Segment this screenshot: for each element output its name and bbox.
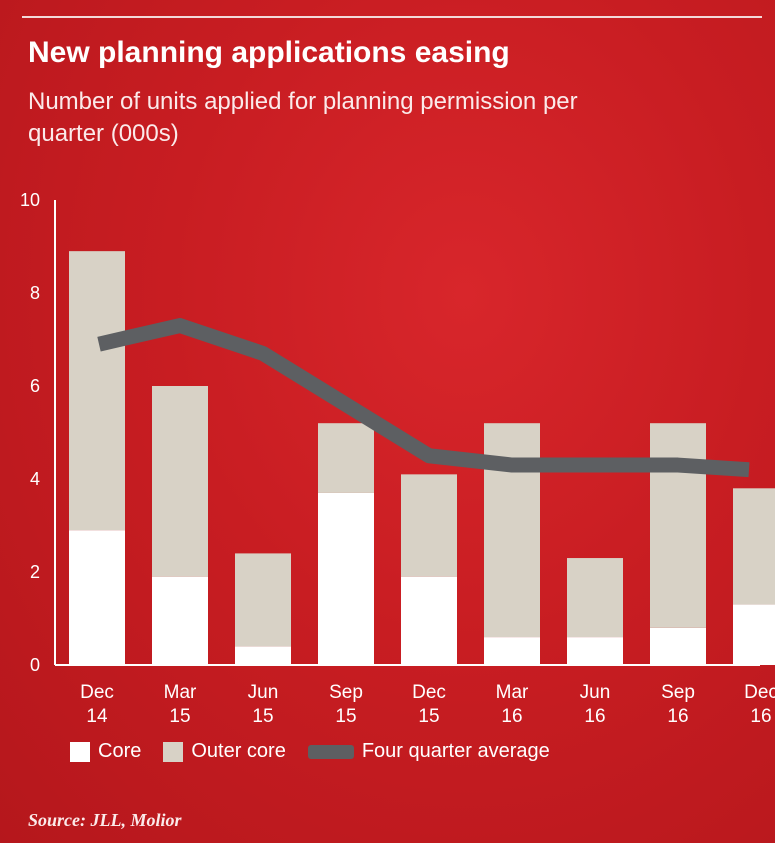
bar-core-1 — [152, 576, 208, 665]
x-tick-label-0-line2: 14 — [86, 706, 108, 727]
source-note: Source: JLL, Molior — [28, 810, 182, 830]
legend-label-outer-core: Outer core — [191, 740, 286, 762]
bar-core-6 — [567, 637, 623, 665]
x-tick-label-3-line1: Sep — [329, 682, 363, 703]
x-tick-label-3-line2: 15 — [335, 706, 356, 727]
bar-core-5 — [484, 637, 540, 665]
bar-core-8 — [733, 604, 775, 665]
legend-label-average: Four quarter average — [361, 740, 550, 762]
y-tick-label-6: 6 — [30, 376, 40, 396]
bar-outer-core-0 — [69, 251, 125, 531]
legend: Core Outer core Four quarter average — [70, 740, 572, 763]
bar-outer-core-2 — [235, 553, 291, 647]
chart-subtitle: Number of units applied for planning per… — [28, 88, 578, 147]
y-tick-label-4: 4 — [30, 469, 40, 489]
average-line-group — [97, 318, 750, 478]
bar-core-3 — [318, 492, 374, 665]
x-tick-label-2-line2: 15 — [252, 706, 273, 727]
bar-outer-core-4 — [401, 474, 457, 577]
x-tick-label-1-line1: Mar — [164, 682, 197, 703]
legend-swatch-outer-core — [163, 741, 184, 762]
x-tick-label-5-line1: Mar — [496, 682, 529, 703]
x-tick-label-5-line2: 16 — [501, 706, 522, 727]
line-four-quarter-average — [97, 318, 750, 478]
x-tick-label-6-line2: 16 — [584, 706, 605, 727]
bar-outer-core-6 — [567, 558, 623, 638]
x-tick-label-7-line1: Sep — [661, 682, 695, 703]
y-tick-label-2: 2 — [30, 562, 40, 582]
bars-group — [69, 251, 775, 665]
x-tick-label-6-line1: Jun — [580, 682, 611, 703]
legend-swatch-average — [307, 744, 354, 759]
axes-group — [54, 200, 760, 666]
y-tick-label-8: 8 — [30, 283, 40, 303]
x-tick-label-0-line1: Dec — [80, 682, 114, 703]
y-tick-label-10: 10 — [20, 190, 40, 210]
bar-outer-core-3 — [318, 423, 374, 493]
x-tick-label-8-line1: Dec — [744, 682, 775, 703]
top-rule — [22, 16, 762, 18]
x-tick-label-2-line1: Jun — [248, 682, 279, 703]
bar-outer-core-1 — [152, 386, 208, 577]
bar-core-7 — [650, 627, 706, 665]
x-tick-label-4-line2: 15 — [418, 706, 439, 727]
y-tick-label-0: 0 — [30, 655, 40, 675]
bar-core-2 — [235, 646, 291, 665]
x-tick-label-4-line1: Dec — [412, 682, 446, 703]
bar-core-0 — [69, 530, 125, 665]
legend-swatch-core — [70, 741, 90, 762]
x-tick-label-1-line2: 15 — [169, 706, 190, 727]
legend-item-average: Four quarter average — [307, 740, 550, 763]
legend-label-core: Core — [98, 740, 142, 762]
x-tick-label-7-line2: 16 — [667, 706, 688, 727]
legend-item-outer-core: Outer core — [163, 740, 286, 763]
legend-item-core: Core — [70, 740, 141, 763]
x-tick-label-8-line2: 16 — [750, 706, 771, 727]
labels-group: 0 2 4 6 8 10 Dec 14 Mar 15 Jun 15 Sep 15 Dec 15 Mar 16 Jun… — [20, 190, 775, 727]
chart-title: New planning applications easing — [28, 36, 510, 69]
bar-outer-core-8 — [733, 488, 775, 605]
bar-outer-core-7 — [650, 423, 706, 628]
bar-core-4 — [401, 576, 457, 665]
bar-outer-core-5 — [484, 423, 540, 638]
